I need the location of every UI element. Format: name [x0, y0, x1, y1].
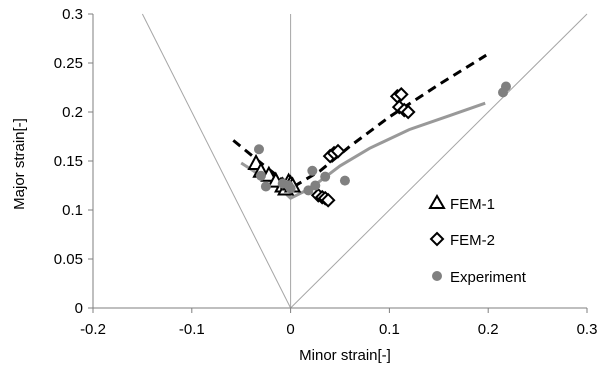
- experiment-point: [500, 81, 511, 92]
- experiment-point: [310, 180, 321, 191]
- x-axis-label: Minor strain[-]: [299, 347, 391, 364]
- triangle-marker-icon: [428, 194, 446, 209]
- legend-item-experiment: Experiment: [432, 269, 527, 286]
- reference-lines: [141, 13, 588, 309]
- axes: [88, 13, 588, 313]
- diamond-marker-icon: [429, 231, 445, 247]
- legend-item-fem2: FEM-2: [429, 231, 495, 249]
- reference-line-2: [290, 13, 588, 309]
- y-tick-label: 0: [75, 300, 83, 317]
- legend-label-fem2: FEM-2: [450, 232, 495, 249]
- tick-labels: -0.2 -0.1 0 0.1 0.2 0.3 0 0.05 0.1 0.15 0.2 0.25 0.3: [54, 6, 598, 338]
- experiment-point: [339, 175, 350, 186]
- legend-item-fem1: FEM-1: [428, 194, 495, 213]
- experiment-point: [253, 144, 264, 155]
- y-tick-label: 0.05: [54, 251, 83, 268]
- data-points: [247, 81, 511, 208]
- experiment-point: [307, 165, 318, 176]
- x-tick-label: -0.2: [80, 321, 106, 338]
- y-axis-label: Major strain[-]: [11, 118, 28, 210]
- y-tick-label: 0.3: [62, 6, 83, 23]
- trend-line-dashed: [232, 53, 487, 188]
- experiment-point: [255, 170, 266, 181]
- experiment-point: [285, 183, 296, 194]
- fem2-point: [400, 104, 416, 120]
- x-tick-label: 0.1: [379, 321, 400, 338]
- reference-line-0: [141, 13, 292, 309]
- y-tick-label: 0.1: [62, 202, 83, 219]
- x-tick-label: -0.1: [179, 321, 205, 338]
- fem2-point: [393, 86, 409, 102]
- experiment-point: [303, 185, 314, 196]
- y-tick-label: 0.2: [62, 104, 83, 121]
- fem2-point: [320, 192, 336, 208]
- x-tick-label: 0.3: [577, 321, 598, 338]
- legend-label-experiment: Experiment: [450, 269, 527, 286]
- x-tick-label: 0: [286, 321, 294, 338]
- y-tick-label: 0.25: [54, 55, 83, 72]
- experiment-point: [320, 171, 331, 182]
- fem2-point: [330, 143, 346, 159]
- experiment-point: [260, 181, 271, 192]
- y-tick-label: 0.15: [54, 153, 83, 170]
- legend: FEM-1 FEM-2 Experiment: [428, 194, 527, 286]
- circle-marker-icon: [432, 271, 442, 281]
- x-tick-label: 0.2: [478, 321, 499, 338]
- legend-label-fem1: FEM-1: [450, 196, 495, 213]
